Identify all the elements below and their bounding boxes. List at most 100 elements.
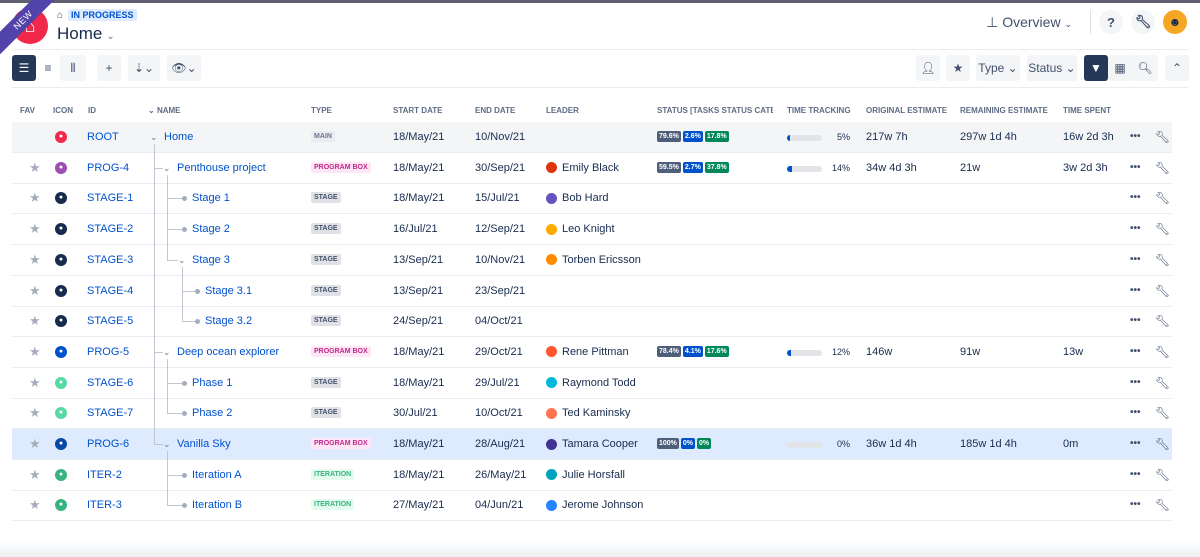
more-icon[interactable]: ••• — [1130, 192, 1141, 204]
filter-button[interactable]: ▼ — [1084, 55, 1108, 81]
table-row[interactable]: ★ ● STAGE-3 ⌄ Stage 3 STAGE 13/Sep/21 10/Nov/21… — [12, 245, 1172, 276]
issue-id[interactable]: STAGE-1 — [87, 192, 134, 205]
star-icon[interactable]: ★ — [29, 466, 41, 482]
table-row[interactable]: ★ ● STAGE-4 Stage 3.1 STAGE 13/Sep/21 23/Sep/2… — [12, 276, 1172, 307]
col-tracking[interactable]: TIME TRACKING — [787, 106, 851, 115]
wrench-icon[interactable]: 🔧︎ — [1155, 314, 1171, 329]
star-filter-button[interactable]: ★ — [946, 55, 970, 81]
star-icon[interactable]: ★ — [29, 405, 41, 421]
more-icon[interactable]: ••• — [1130, 131, 1141, 142]
more-icon[interactable]: ••• — [1130, 161, 1141, 173]
issue-name[interactable]: Home — [164, 131, 194, 143]
star-icon[interactable]: ★ — [29, 221, 41, 237]
star-icon[interactable]: ★ — [29, 190, 41, 206]
issue-id[interactable]: PROG-5 — [87, 345, 130, 358]
chevron-down-icon[interactable]: ⌄ — [150, 132, 158, 142]
issue-name[interactable]: Stage 3.1 — [205, 284, 253, 297]
issue-name[interactable]: Stage 1 — [192, 192, 230, 205]
table-row[interactable]: ★ ● STAGE-2 Stage 2 STAGE 16/Jul/21 12/Sep/21 L… — [12, 214, 1172, 246]
star-icon[interactable]: ★ — [29, 159, 41, 175]
star-icon[interactable]: ★ — [29, 436, 41, 451]
table-row[interactable]: ★ ● PROG-4 ⌄ Penthouse project PROGRAM BOX 18/… — [12, 153, 1172, 184]
issue-name[interactable]: Stage 2 — [192, 223, 230, 236]
col-rem[interactable]: REMAINING ESTIMATE — [960, 106, 1048, 115]
help-button[interactable]: ? — [1099, 10, 1123, 34]
issue-name[interactable]: Penthouse project — [177, 161, 266, 174]
issue-id[interactable]: STAGE-3 — [87, 253, 134, 266]
issue-name[interactable]: Phase 1 — [192, 376, 233, 389]
chevron-down-icon[interactable]: ⌄ — [178, 254, 186, 265]
col-name[interactable]: ⌄ NAME — [148, 106, 181, 115]
more-icon[interactable]: ••• — [1130, 315, 1141, 327]
issue-id[interactable]: ITER-2 — [87, 468, 122, 481]
wrench-icon[interactable]: 🔧︎ — [1155, 160, 1171, 175]
visibility-button[interactable]: 👁︎⌄ — [167, 55, 201, 81]
list-view-button[interactable]: ☰ — [12, 55, 36, 81]
more-icon[interactable]: ••• — [1130, 468, 1141, 480]
sort-button[interactable]: ⇣⌄ — [128, 55, 160, 81]
more-icon[interactable]: ••• — [1130, 284, 1141, 296]
col-orig[interactable]: ORIGINAL ESTIMATE — [866, 106, 948, 115]
issue-name[interactable]: Phase 2 — [192, 407, 233, 420]
wrench-icon[interactable]: 🔧︎ — [1155, 437, 1171, 451]
issue-id[interactable]: STAGE-6 — [87, 376, 134, 389]
wrench-icon[interactable]: 🔧︎ — [1155, 498, 1171, 513]
person-filter-button[interactable]: 👤︎ — [916, 55, 940, 81]
more-icon[interactable]: ••• — [1130, 253, 1141, 265]
status-filter-button[interactable]: Status ⌄ — [1027, 55, 1077, 81]
page-title[interactable]: Home ⌄ — [57, 24, 115, 43]
table-row[interactable]: ★ ● STAGE-1 Stage 1 STAGE 18/May/21 15/Jul/21 B… — [12, 183, 1172, 215]
search-button[interactable]: 🔍︎ — [1132, 55, 1158, 81]
star-icon[interactable]: ★ — [29, 497, 41, 513]
wrench-button[interactable]: 🔧︎ — [1131, 10, 1155, 34]
issue-id[interactable]: STAGE-7 — [87, 407, 134, 420]
wrench-icon[interactable]: 🔧︎ — [1155, 344, 1171, 359]
star-icon[interactable]: ★ — [29, 282, 41, 298]
issue-id[interactable]: PROG-6 — [87, 438, 130, 450]
issue-id[interactable]: ITER-3 — [87, 499, 122, 512]
more-icon[interactable]: ••• — [1130, 223, 1141, 235]
chevron-down-icon[interactable]: ⌄ — [163, 346, 171, 357]
more-icon[interactable]: ••• — [1130, 345, 1141, 357]
col-type[interactable]: TYPE — [311, 106, 332, 115]
col-leader[interactable]: LEADER — [546, 106, 579, 115]
calendar-button[interactable]: ▦ — [1108, 55, 1132, 81]
user-avatar[interactable]: ☻ — [1163, 10, 1187, 34]
wrench-icon[interactable]: 🔧︎ — [1155, 406, 1171, 421]
star-icon[interactable]: ★ — [29, 313, 41, 329]
more-icon[interactable]: ••• — [1130, 376, 1141, 388]
issue-name[interactable]: Stage 3 — [192, 253, 230, 266]
more-icon[interactable]: ••• — [1130, 407, 1141, 419]
wrench-icon[interactable]: 🔧︎ — [1155, 467, 1171, 482]
col-end[interactable]: END DATE — [475, 106, 516, 115]
star-icon[interactable]: ★ — [29, 251, 41, 267]
col-id[interactable]: ID — [88, 106, 96, 115]
issue-id[interactable]: ROOT — [87, 131, 119, 143]
wrench-icon[interactable]: 🔧︎ — [1155, 252, 1171, 267]
star-icon[interactable]: ★ — [29, 374, 41, 390]
tree-view-button[interactable]: ≡ — [36, 55, 60, 81]
more-icon[interactable]: ••• — [1130, 438, 1141, 449]
chevron-down-icon[interactable]: ⌄ — [163, 439, 171, 449]
overview-dropdown[interactable]: ⊥ Overview ⌄ — [986, 13, 1072, 30]
wrench-icon[interactable]: 🔧︎ — [1155, 222, 1171, 237]
issue-id[interactable]: STAGE-4 — [87, 284, 134, 297]
add-button[interactable]: + — [97, 55, 121, 81]
issue-name[interactable]: Iteration B — [192, 499, 243, 512]
type-filter-button[interactable]: Type ⌄ — [976, 55, 1020, 81]
chevron-down-icon[interactable]: ⌄ — [163, 162, 171, 173]
more-icon[interactable]: ••• — [1130, 499, 1141, 511]
wrench-icon[interactable]: 🔧︎ — [1155, 375, 1171, 390]
wrench-icon[interactable]: 🔧︎ — [1155, 191, 1171, 206]
issue-name[interactable]: Stage 3.2 — [205, 315, 253, 328]
issue-name[interactable]: Deep ocean explorer — [177, 345, 280, 358]
issue-id[interactable]: PROG-4 — [87, 161, 130, 174]
board-view-button[interactable]: ⫴ — [60, 55, 86, 81]
issue-name[interactable]: Iteration A — [192, 468, 242, 481]
wrench-icon[interactable]: 🔧︎ — [1155, 283, 1171, 298]
table-row[interactable]: ★ ● PROG-6 ⌄ Vanilla Sky PROGRAM BOX 18/May/21… — [12, 429, 1172, 460]
col-spent[interactable]: TIME SPENT — [1063, 106, 1112, 115]
table-row[interactable]: ★ ● ITER-2 Iteration A ITERATION 18/May/21 26/… — [12, 460, 1172, 491]
issue-name[interactable]: Vanilla Sky — [177, 438, 231, 450]
table-row[interactable]: ★ ● STAGE-7 Phase 2 STAGE 30/Jul/21 10/Oct/21 T… — [12, 398, 1172, 430]
